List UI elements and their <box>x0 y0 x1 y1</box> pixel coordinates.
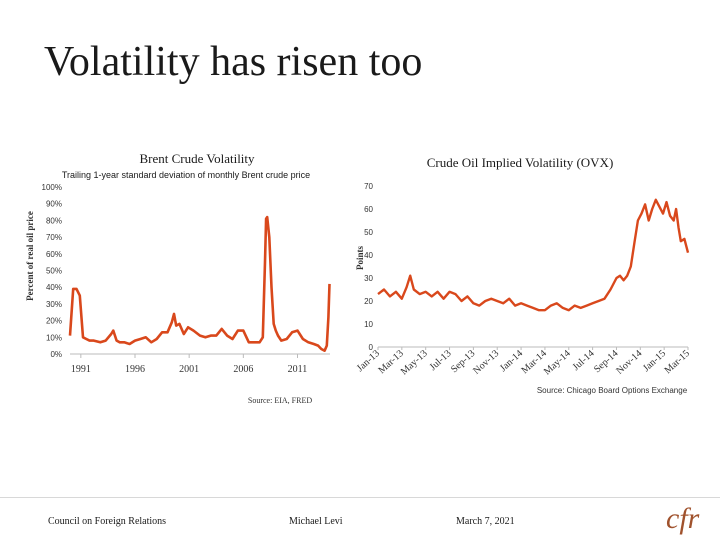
brent-volatility-line <box>68 215 331 352</box>
brent-chart-title: Brent Crude Volatility <box>139 151 255 166</box>
ovx-chart: Crude Oil Implied Volatility (OVX) Point… <box>355 155 692 395</box>
y-tick-label: 10 <box>364 320 373 329</box>
y-tick-label: 70 <box>364 182 373 191</box>
y-tick-label: 60 <box>364 205 373 214</box>
y-tick-label: 80% <box>46 216 62 225</box>
ovx-line <box>377 198 690 312</box>
footer-bar <box>0 497 720 541</box>
brent-x-ticks: 1991 1996 2001 2006 2011 <box>71 354 307 375</box>
y-tick-label: 50% <box>46 267 62 276</box>
brent-source: Source: EIA, FRED <box>248 396 312 405</box>
y-tick-label: 20 <box>364 297 373 306</box>
cfr-logo: cfr <box>666 502 700 535</box>
y-tick-label: 0% <box>50 350 62 359</box>
y-tick-label: 20% <box>46 317 62 326</box>
ovx-source: Source: Chicago Board Options Exchange <box>537 386 688 395</box>
footer-date: March 7, 2021 <box>456 516 515 527</box>
y-tick-label: 50 <box>364 228 373 237</box>
footer-org: Council on Foreign Relations <box>48 516 167 527</box>
x-tick-label: 1991 <box>71 364 91 375</box>
y-tick-label: 40% <box>46 283 62 292</box>
y-tick-label: 100% <box>42 183 62 192</box>
x-tick-label: Nov-13 <box>471 348 501 377</box>
ovx-y-ticks: 0 10 20 30 40 50 60 70 <box>364 182 373 352</box>
y-tick-label: 90% <box>46 200 62 209</box>
brent-chart-subtitle: Trailing 1-year standard deviation of mo… <box>62 170 310 180</box>
y-tick-label: 30% <box>46 300 62 309</box>
x-tick-label: Mar-15 <box>663 348 693 376</box>
x-tick-label: 1996 <box>125 364 145 375</box>
x-tick-label: 2006 <box>233 364 253 375</box>
x-tick-label: 2011 <box>288 364 308 375</box>
ovx-chart-title: Crude Oil Implied Volatility (OVX) <box>427 155 614 170</box>
slide-title: Volatility has risen too <box>44 39 423 85</box>
brent-y-ticks: 0% 10% 20% 30% 40% 50% 60% 70% 80% 90% 100% <box>42 183 62 359</box>
y-tick-label: 0 <box>369 343 374 352</box>
y-tick-label: 10% <box>46 333 62 342</box>
ovx-y-axis-label: Points <box>355 246 365 271</box>
x-tick-label: May-14 <box>542 348 573 377</box>
x-tick-label: Nov-14 <box>614 348 644 377</box>
x-tick-label: 2001 <box>179 364 199 375</box>
y-tick-label: 40 <box>364 251 373 260</box>
brent-y-axis-label: Percent of real oil price <box>25 211 35 301</box>
y-tick-label: 60% <box>46 250 62 259</box>
brent-chart: Brent Crude Volatility Trailing 1-year s… <box>25 151 331 405</box>
x-tick-label: May-13 <box>399 348 430 377</box>
footer-author: Michael Levi <box>289 516 343 527</box>
y-tick-label: 30 <box>364 274 373 283</box>
y-tick-label: 70% <box>46 233 62 242</box>
ovx-x-ticks: Jan-13Mar-13May-13Jul-13Sep-13Nov-13Jan-… <box>355 347 692 377</box>
